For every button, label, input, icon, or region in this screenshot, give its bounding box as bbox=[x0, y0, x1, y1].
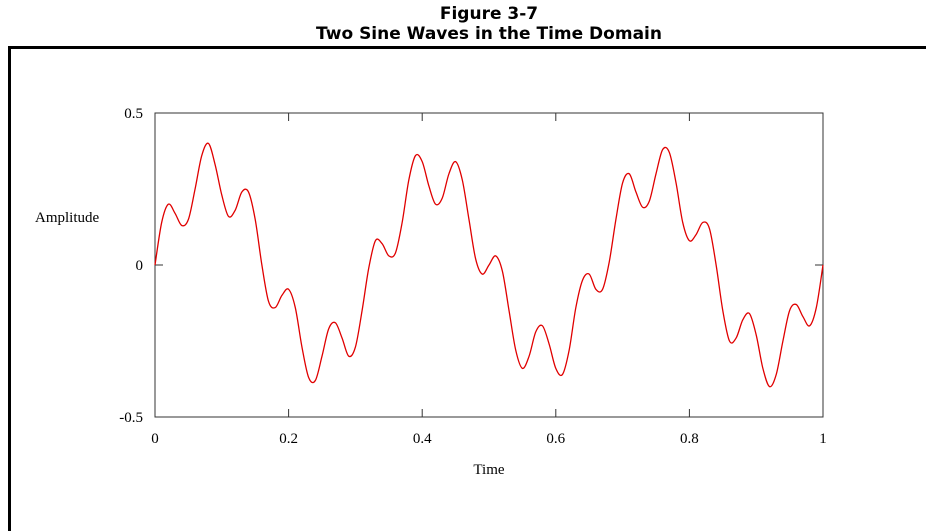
x-tick-label: 0.2 bbox=[279, 431, 298, 447]
x-tick-label: 0.4 bbox=[413, 431, 432, 447]
x-tick-label: 0.6 bbox=[546, 431, 565, 447]
frame bbox=[8, 46, 926, 531]
x-tick-label: 1 bbox=[819, 431, 827, 447]
y-axis-label: Amplitude bbox=[35, 210, 100, 226]
chart-title: Figure 3-7 bbox=[440, 4, 538, 24]
x-tick-label: 0.8 bbox=[680, 431, 699, 447]
x-axis-label: Time bbox=[473, 462, 504, 478]
x-tick-label: 0 bbox=[151, 431, 159, 447]
y-tick-label: 0.5 bbox=[124, 106, 143, 122]
chart-subtitle: Two Sine Waves in the Time Domain bbox=[316, 24, 662, 44]
y-tick-label: 0 bbox=[136, 258, 144, 274]
series-line bbox=[154, 142, 824, 388]
y-tick-label: -0.5 bbox=[119, 410, 143, 426]
